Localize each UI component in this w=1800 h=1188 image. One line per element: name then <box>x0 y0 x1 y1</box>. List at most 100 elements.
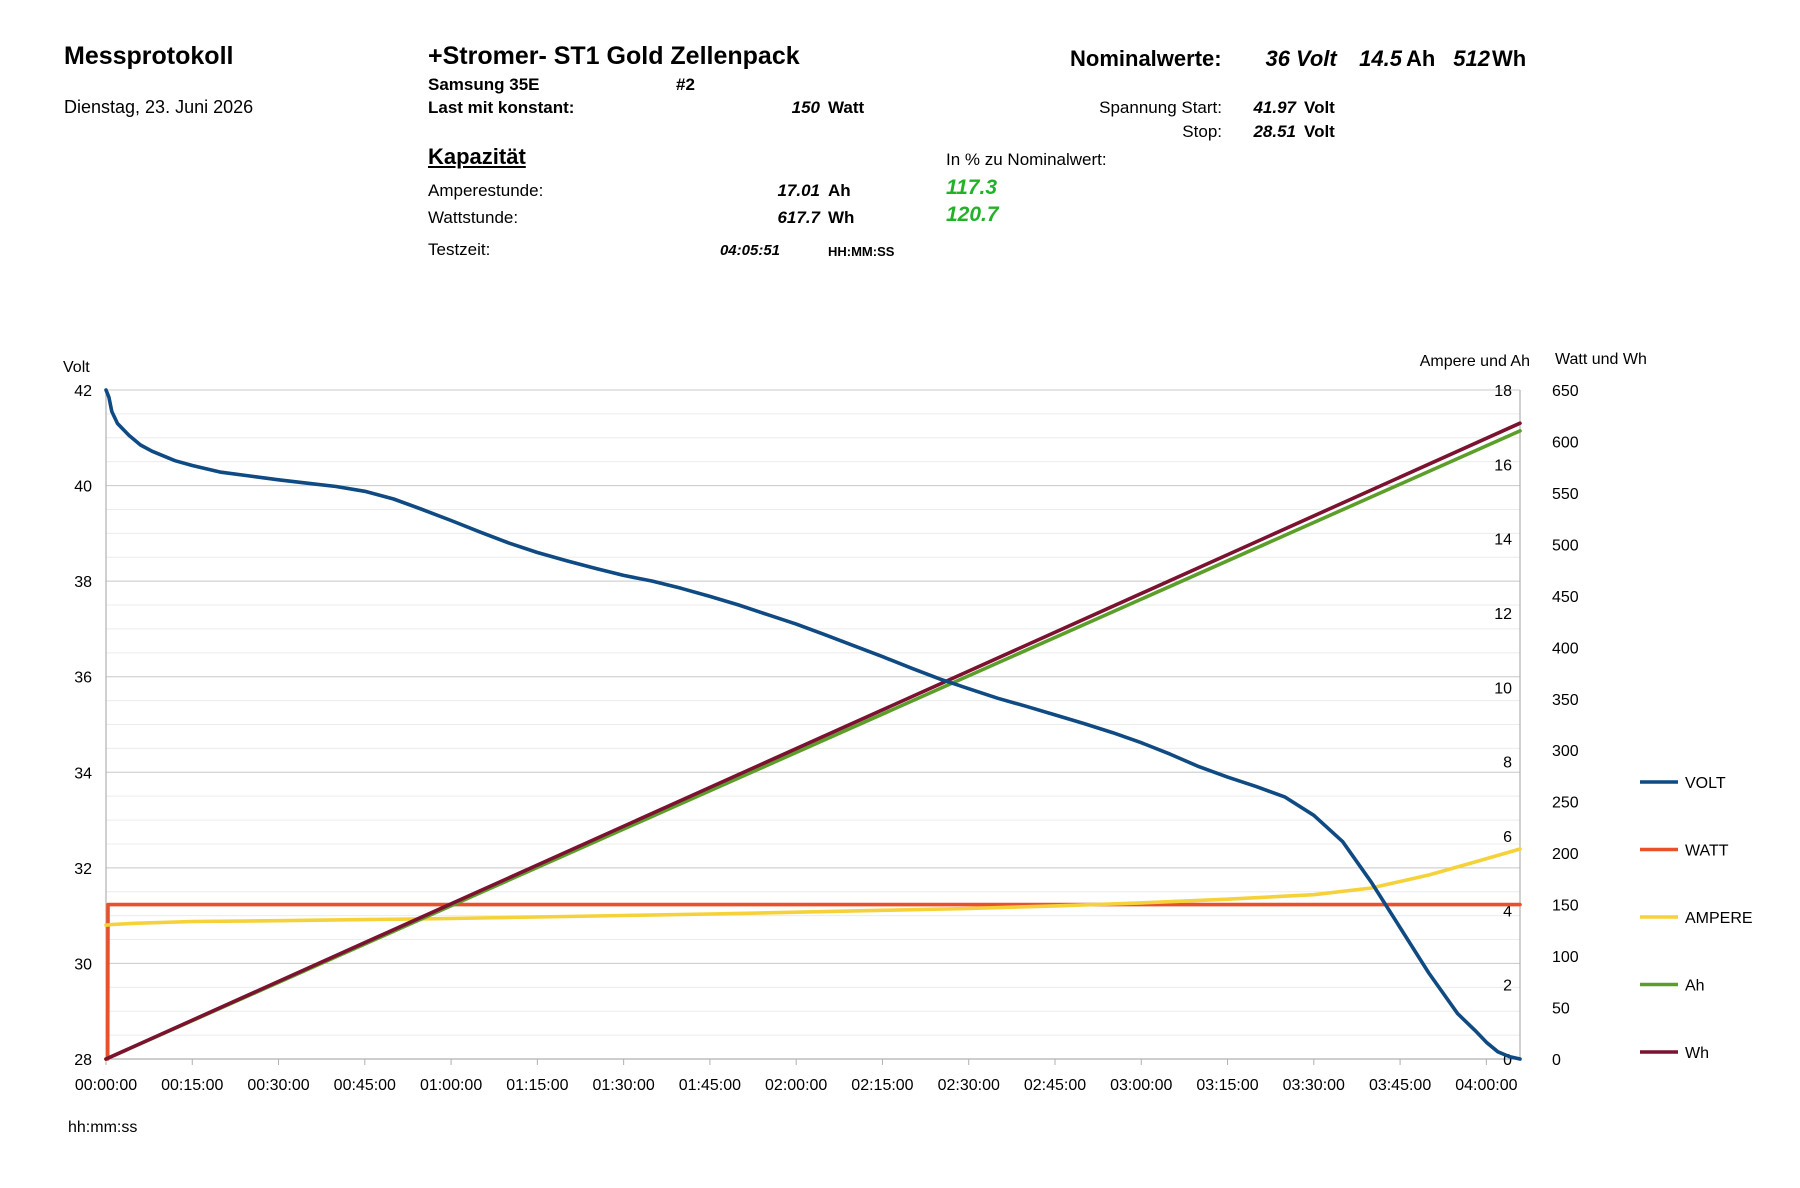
ampere-tick-label: 18 <box>1494 383 1512 400</box>
x-tick-label: 02:15:00 <box>851 1077 913 1094</box>
cell-type: Samsung 35E <box>428 75 540 94</box>
nominal-volt-unit: Volt <box>1296 46 1337 71</box>
wh-percent: 120.7 <box>946 203 999 226</box>
nominal-ah: 14.5 <box>1359 46 1402 71</box>
legend-layer: VOLT WATT AMPERE Ah Wh <box>1640 775 1753 1062</box>
voltage-start-label: Spannung Start: <box>1099 98 1222 117</box>
nominal-label: Nominalwerte: <box>1070 46 1222 71</box>
ampere-tick-label: 0 <box>1503 1052 1512 1069</box>
ampere-tick-label: 14 <box>1494 532 1512 549</box>
ah-percent: 117.3 <box>946 176 997 199</box>
x-tick-label: 01:45:00 <box>679 1077 741 1094</box>
series-volt-line <box>104 388 1522 1061</box>
voltage-stop-unit: Volt <box>1304 122 1335 141</box>
report-date: Dienstag, 23. Juni 2026 <box>64 97 254 117</box>
watt-tick-label: 200 <box>1552 846 1579 863</box>
volt-tick-label: 30 <box>74 956 92 973</box>
voltage-stop-value: 28.51 <box>1253 122 1296 141</box>
watt-tick-label: 550 <box>1552 486 1579 503</box>
ampere-tick-label: 6 <box>1503 829 1512 846</box>
ampere-tick-label: 16 <box>1494 457 1512 474</box>
nominal-volt: 36 <box>1265 46 1290 71</box>
x-tick-label: 02:45:00 <box>1024 1077 1086 1094</box>
x-tick-label: 00:30:00 <box>247 1077 309 1094</box>
x-tick-label: 02:30:00 <box>938 1077 1000 1094</box>
x-tick-label: 03:00:00 <box>1110 1077 1172 1094</box>
nominal-ah-unit: Ah <box>1406 46 1436 71</box>
volt-tick-label: 32 <box>74 861 92 878</box>
x-tick-label: 01:15:00 <box>506 1077 568 1094</box>
legend-label-wh: Wh <box>1685 1045 1709 1062</box>
watt-tick-label: 450 <box>1552 589 1579 606</box>
x-tick-label: 01:30:00 <box>592 1077 654 1094</box>
watt-tick-label: 500 <box>1552 537 1579 554</box>
load-unit: Watt <box>828 98 865 117</box>
x-tick-label: 00:15:00 <box>161 1077 223 1094</box>
series-watt-line <box>104 902 1522 1061</box>
watt-tick-label: 250 <box>1552 795 1579 812</box>
volt-tick-label: 28 <box>74 1052 92 1069</box>
volt-axis-label: Volt <box>63 359 90 376</box>
watt-tick-label: 300 <box>1552 743 1579 760</box>
ampere-tick-label: 12 <box>1494 606 1512 623</box>
ah-value: 17.01 <box>777 181 820 200</box>
volt-tick-label: 42 <box>74 383 92 400</box>
x-tick-label: 02:00:00 <box>765 1077 827 1094</box>
wh-value: 617.7 <box>777 208 820 227</box>
series-wh-line <box>104 421 1522 1061</box>
watt-axis-label: Watt und Wh <box>1555 351 1647 368</box>
watt-tick-label: 350 <box>1552 692 1579 709</box>
axis-layer: 28 30 32 34 36 38 40 42 0 2 4 6 8 10 12 14 16 18 0 50 100 150… <box>74 383 1579 1094</box>
legend-label-watt: WATT <box>1685 843 1729 860</box>
nominal-wh: 512 <box>1453 46 1490 71</box>
ah-label: Amperestunde: <box>428 181 544 200</box>
volt-tick-label: 36 <box>74 670 92 687</box>
x-tick-label: 00:00:00 <box>75 1077 137 1094</box>
x-tick-label: 00:45:00 <box>334 1077 396 1094</box>
ampere-tick-label: 2 <box>1503 978 1512 995</box>
capacity-title: Kapazität <box>428 144 526 169</box>
volt-tick-label: 34 <box>74 765 92 782</box>
ampere-tick-label: 4 <box>1503 903 1512 920</box>
ampere-axis-label: Ampere und Ah <box>1420 353 1530 370</box>
ah-unit: Ah <box>828 181 851 200</box>
load-value: 150 <box>791 98 820 117</box>
pack-title: +Stromer- ST1 Gold Zellenpack <box>428 42 800 70</box>
x-tick-label: 01:00:00 <box>420 1077 482 1094</box>
watt-tick-label: 600 <box>1552 434 1579 451</box>
watt-tick-label: 400 <box>1552 640 1579 657</box>
x-tick-label: 04:00:00 <box>1455 1077 1517 1094</box>
x-tick-label: 03:15:00 <box>1196 1077 1258 1094</box>
test-time-value: 04:05:51 <box>719 242 780 259</box>
grid-layer <box>106 389 1520 1060</box>
voltage-start-value: 41.97 <box>1253 98 1296 117</box>
load-label: Last mit konstant: <box>428 98 575 117</box>
wh-label: Wattstunde: <box>428 208 519 227</box>
test-time-label: Testzeit: <box>428 240 491 259</box>
series-layer <box>104 388 1522 1061</box>
test-time-unit: HH:MM:SS <box>828 244 895 259</box>
watt-tick-label: 100 <box>1552 949 1579 966</box>
series-ampere-line <box>104 847 1522 928</box>
watt-tick-label: 0 <box>1552 1052 1561 1069</box>
volt-tick-label: 40 <box>74 479 92 496</box>
ampere-tick-label: 10 <box>1494 680 1512 697</box>
volt-tick-label: 38 <box>74 574 92 591</box>
voltage-stop-label: Stop: <box>1182 122 1222 141</box>
nominal-wh-unit: Wh <box>1492 46 1527 71</box>
voltage-start-unit: Volt <box>1304 98 1335 117</box>
watt-tick-label: 650 <box>1552 383 1579 400</box>
legend-label-ampere: AMPERE <box>1685 910 1753 927</box>
x-tick-label: 03:45:00 <box>1369 1077 1431 1094</box>
legend-label-ah: Ah <box>1685 978 1705 995</box>
x-tick-label: 03:30:00 <box>1283 1077 1345 1094</box>
wh-unit: Wh <box>828 208 855 227</box>
watt-tick-label: 150 <box>1552 898 1579 915</box>
ampere-tick-label: 8 <box>1503 755 1512 772</box>
x-axis-label: hh:mm:ss <box>68 1119 137 1136</box>
legend-label-volt: VOLT <box>1685 775 1726 792</box>
percent-label: In % zu Nominalwert: <box>946 150 1107 169</box>
watt-tick-label: 50 <box>1552 1001 1570 1018</box>
pack-number: #2 <box>676 75 695 94</box>
